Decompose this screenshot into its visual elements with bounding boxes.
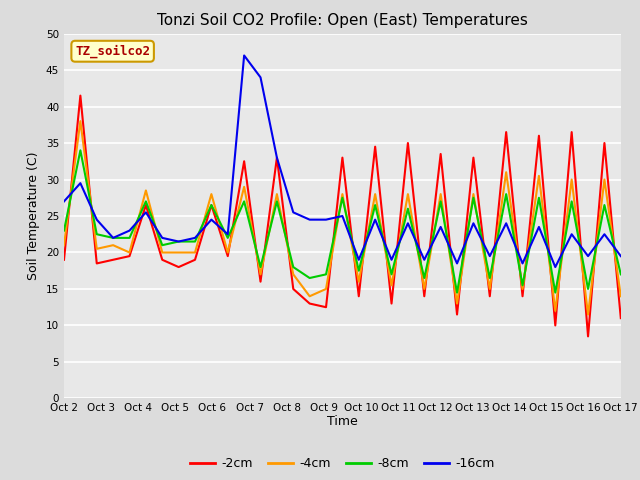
Text: TZ_soilco2: TZ_soilco2	[75, 45, 150, 58]
Title: Tonzi Soil CO2 Profile: Open (East) Temperatures: Tonzi Soil CO2 Profile: Open (East) Temp…	[157, 13, 528, 28]
Legend: -2cm, -4cm, -8cm, -16cm: -2cm, -4cm, -8cm, -16cm	[186, 452, 499, 475]
X-axis label: Time: Time	[327, 415, 358, 428]
Y-axis label: Soil Temperature (C): Soil Temperature (C)	[28, 152, 40, 280]
